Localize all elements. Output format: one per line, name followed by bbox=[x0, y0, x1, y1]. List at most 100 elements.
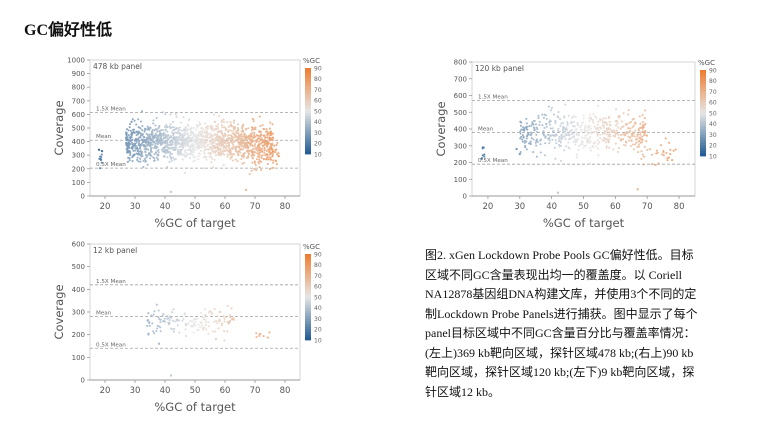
data-point bbox=[207, 311, 210, 314]
data-point bbox=[568, 130, 571, 133]
data-point bbox=[559, 159, 563, 162]
chart-120kb-panel: 1.5X Mean Mean 0.5X Mean 120 kb panel 0 100 20… bbox=[434, 59, 717, 231]
data-point bbox=[258, 146, 261, 149]
color-bar-segment bbox=[700, 104, 706, 109]
data-point bbox=[525, 122, 528, 125]
data-point bbox=[170, 131, 174, 134]
data-point bbox=[601, 124, 604, 127]
y-tick-label: 300 bbox=[454, 142, 467, 150]
data-point bbox=[200, 324, 203, 327]
legend-tick-label: 60 bbox=[709, 100, 717, 107]
data-point bbox=[216, 146, 219, 149]
data-point bbox=[577, 148, 580, 151]
data-point bbox=[227, 125, 230, 128]
data-point bbox=[590, 127, 593, 130]
data-point bbox=[638, 136, 641, 139]
data-point bbox=[616, 150, 619, 153]
color-bar-segment bbox=[700, 86, 706, 90]
data-point bbox=[588, 124, 591, 127]
data-point bbox=[196, 125, 199, 128]
data-point bbox=[230, 141, 233, 144]
data-point bbox=[639, 122, 642, 125]
color-bar-segment bbox=[305, 119, 311, 123]
data-point bbox=[164, 113, 167, 116]
data-point bbox=[215, 128, 218, 131]
data-point bbox=[176, 319, 179, 322]
data-point bbox=[617, 136, 620, 139]
data-point bbox=[563, 116, 566, 119]
data-point bbox=[256, 152, 259, 155]
color-bar-segment bbox=[700, 150, 706, 154]
data-point bbox=[133, 119, 136, 122]
data-point bbox=[166, 156, 169, 159]
data-point bbox=[250, 138, 254, 141]
caption-line: (左上)369 kb靶向区域，探针区域478 kb;(右上)90 kb bbox=[425, 345, 694, 360]
data-point bbox=[255, 158, 258, 161]
data-point bbox=[183, 134, 186, 137]
y-tick-label: 100 bbox=[72, 179, 85, 187]
data-point bbox=[197, 323, 200, 326]
data-point bbox=[204, 135, 207, 138]
data-point bbox=[172, 137, 175, 140]
data-point bbox=[669, 148, 672, 151]
data-point bbox=[223, 140, 226, 143]
data-point bbox=[612, 148, 615, 151]
y-tick-label: 500 bbox=[454, 109, 467, 117]
data-point bbox=[161, 139, 164, 142]
data-point bbox=[186, 149, 189, 152]
reference-line-label: 0.5X Mean bbox=[96, 162, 126, 168]
x-tick-label: 40 bbox=[160, 202, 171, 212]
data-point bbox=[271, 123, 274, 126]
data-point bbox=[227, 150, 230, 153]
data-point bbox=[169, 126, 172, 129]
data-point bbox=[186, 136, 190, 139]
data-point bbox=[152, 141, 155, 144]
data-point bbox=[659, 144, 663, 147]
data-point bbox=[248, 134, 251, 137]
data-point bbox=[171, 126, 174, 129]
data-point bbox=[523, 141, 526, 144]
color-bar-segment bbox=[305, 329, 311, 333]
color-bar-segment bbox=[305, 288, 311, 293]
data-point bbox=[150, 314, 153, 317]
data-point bbox=[529, 131, 533, 134]
data-point bbox=[191, 154, 194, 157]
data-point bbox=[237, 135, 240, 138]
data-point bbox=[190, 324, 194, 327]
data-point bbox=[222, 121, 225, 124]
data-point bbox=[127, 134, 130, 137]
data-point bbox=[564, 103, 567, 106]
data-point bbox=[533, 128, 536, 132]
color-bar-segment bbox=[305, 305, 311, 309]
data-point bbox=[250, 135, 253, 138]
data-point bbox=[541, 132, 545, 135]
y-tick-label: 400 bbox=[454, 126, 467, 134]
data-point bbox=[261, 154, 264, 157]
data-point bbox=[160, 132, 163, 136]
color-bar-segment bbox=[700, 72, 706, 76]
data-point bbox=[181, 141, 184, 145]
data-point bbox=[252, 126, 255, 130]
color-bar-segment bbox=[305, 121, 311, 125]
x-tick-label: 60 bbox=[220, 386, 231, 396]
data-point bbox=[153, 153, 156, 156]
data-point bbox=[216, 142, 219, 145]
y-tick-label: 0 bbox=[463, 193, 467, 201]
data-point bbox=[200, 311, 203, 314]
data-point bbox=[217, 123, 220, 126]
data-point bbox=[212, 129, 215, 132]
data-point bbox=[535, 133, 538, 136]
data-point bbox=[240, 158, 243, 161]
data-point bbox=[672, 149, 675, 152]
y-tick-label: 700 bbox=[72, 97, 85, 105]
data-point bbox=[544, 142, 547, 145]
data-point bbox=[631, 134, 634, 137]
data-point bbox=[172, 308, 175, 311]
data-point bbox=[138, 126, 141, 129]
data-point bbox=[169, 143, 172, 146]
data-point bbox=[226, 153, 229, 156]
data-point bbox=[203, 308, 207, 311]
data-point bbox=[253, 131, 256, 134]
color-bar-segment bbox=[305, 256, 311, 260]
data-point bbox=[126, 149, 129, 152]
